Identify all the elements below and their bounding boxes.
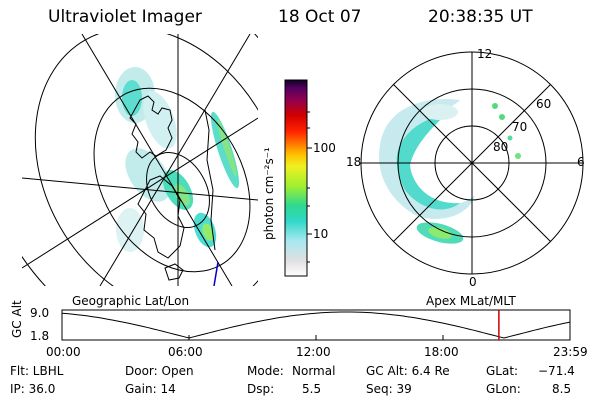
time-tick-1200: 12:00	[296, 345, 331, 359]
geographic-map	[22, 34, 258, 286]
satellite-track	[213, 261, 219, 286]
gain-info: Gain: 14	[125, 382, 176, 396]
altitude-ytick-min: 1.8	[30, 329, 50, 343]
instrument-title: Ultraviolet Imager	[48, 7, 202, 27]
dsp-value: 5.5	[302, 382, 322, 396]
time-tick-2359: 23:59	[553, 345, 588, 359]
geographic-graticule	[22, 34, 258, 286]
mlt-label-18: 18	[346, 155, 362, 169]
altitude-ytick-max: 9.0	[30, 306, 50, 320]
colorbar	[284, 79, 312, 277]
time-tick-0000: 00:00	[46, 345, 81, 359]
altitude-ylabel: GC Alt	[10, 300, 24, 338]
glon-value: 8.5	[552, 382, 572, 396]
altitude-curve	[61, 311, 571, 339]
geographic-caption: Geographic Lat/Lon	[72, 294, 190, 308]
glat-label: GLat:	[486, 364, 519, 378]
altitude-plot	[61, 309, 571, 341]
dsp-label: Dsp:	[247, 382, 275, 396]
mode-label: Mode:	[247, 364, 284, 378]
mode-value: Normal	[292, 364, 336, 378]
gc-alt-info: GC Alt: 6.4 Re	[366, 364, 450, 378]
filter-info: Flt: LBHL	[10, 364, 64, 378]
polar-aurora-emission	[379, 99, 521, 244]
glat-value: −71.4	[538, 364, 575, 378]
mlt-label-12: 12	[477, 47, 493, 61]
time-tick-1800: 18:00	[424, 345, 459, 359]
mlt-label-6: 6	[577, 155, 585, 169]
colorbar-unit-label: photon cm⁻²s⁻¹	[262, 147, 276, 240]
seq-info: Seq: 39	[366, 382, 412, 396]
date-label: 18 Oct 07	[278, 7, 362, 27]
time-label: 20:38:35 UT	[428, 7, 533, 27]
glon-label: GLon:	[486, 382, 521, 396]
continent-outline	[129, 95, 216, 281]
mlat-label-60: 60	[536, 97, 552, 111]
colorbar-tick-100: 100	[313, 141, 336, 155]
door-info: Door: Open	[125, 364, 194, 378]
polar-map	[360, 51, 584, 275]
mlt-label-0: 0	[469, 275, 477, 289]
mlat-label-80: 80	[493, 140, 509, 154]
apex-caption: Apex MLat/MLT	[426, 294, 516, 308]
mlat-label-70: 70	[512, 120, 528, 134]
colorbar-tick-10: 10	[313, 227, 329, 241]
time-tick-0600: 06:00	[168, 345, 203, 359]
ip-info: IP: 36.0	[10, 382, 56, 396]
